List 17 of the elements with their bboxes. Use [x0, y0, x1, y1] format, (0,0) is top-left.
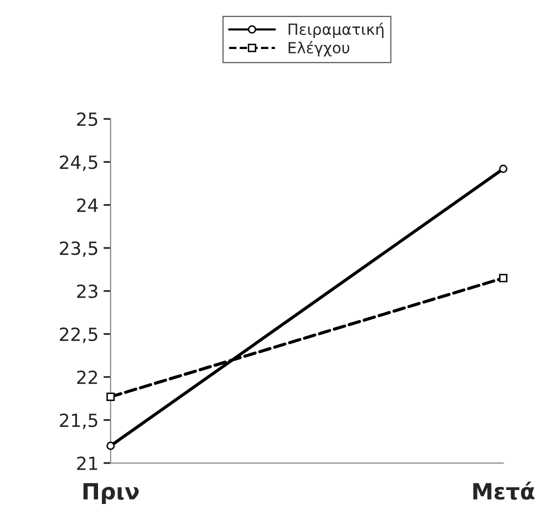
y-tick-label: 23,5 [60, 241, 98, 257]
point [106, 442, 115, 450]
y-tick-label: 21,5 [60, 413, 98, 429]
y-tick-label: 22 [77, 370, 97, 384]
point [106, 392, 115, 401]
point [499, 274, 508, 282]
legend-label: Πειραματική [288, 22, 384, 38]
y-tick-label: 24 [77, 198, 98, 212]
point [499, 164, 508, 174]
y-tick-label: 25 [77, 112, 98, 126]
x-tick-label: Πριν [83, 483, 139, 504]
x-tick-label: Μετά [473, 482, 534, 500]
y-tick-label: 21 [77, 456, 98, 470]
y-tick-label: 22,5 [60, 327, 98, 343]
y-tick-label: 24,5 [60, 155, 98, 171]
y-tick-label: 23 [77, 284, 98, 298]
legend-label: Ελέγχου [288, 41, 350, 56]
